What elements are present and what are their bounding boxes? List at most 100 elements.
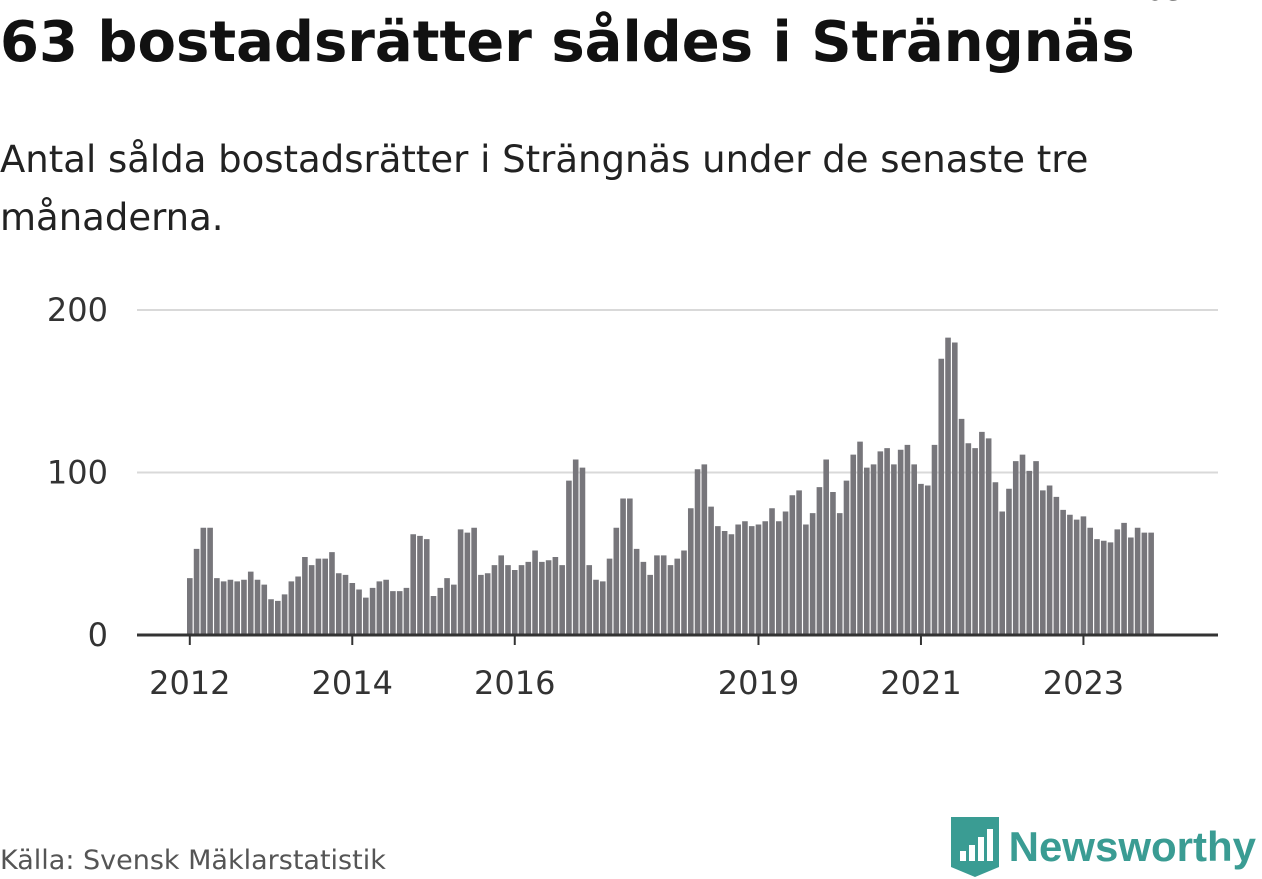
bar bbox=[633, 548, 640, 636]
bar bbox=[775, 521, 782, 635]
bar bbox=[613, 527, 620, 635]
x-tick-label: 2016 bbox=[474, 664, 555, 702]
bar bbox=[572, 459, 579, 635]
bar bbox=[654, 555, 660, 636]
bar bbox=[660, 555, 667, 636]
bar bbox=[836, 513, 843, 636]
bar bbox=[857, 441, 863, 636]
bar bbox=[924, 485, 931, 635]
bar bbox=[390, 591, 396, 636]
bar bbox=[430, 596, 437, 635]
bar bbox=[701, 464, 708, 636]
bar bbox=[728, 534, 735, 635]
bar bbox=[985, 438, 992, 636]
bar bbox=[979, 431, 985, 636]
bar bbox=[938, 358, 945, 635]
bar bbox=[1094, 539, 1100, 636]
bars bbox=[187, 337, 1154, 636]
bar bbox=[870, 464, 877, 636]
bar bbox=[694, 469, 701, 635]
bar bbox=[295, 576, 301, 635]
bar bbox=[484, 573, 491, 635]
bar bbox=[715, 526, 721, 636]
bar bbox=[586, 565, 593, 636]
bar bbox=[396, 591, 403, 636]
bar bbox=[566, 480, 572, 636]
bar bbox=[207, 527, 213, 635]
bar bbox=[315, 558, 322, 636]
bar bbox=[532, 550, 538, 635]
bar bbox=[241, 579, 247, 635]
bar bbox=[505, 565, 511, 636]
bar bbox=[518, 565, 525, 636]
bar bbox=[897, 449, 904, 635]
bar bbox=[769, 508, 775, 635]
bar bbox=[464, 532, 471, 636]
bar bbox=[335, 573, 342, 635]
bar bbox=[1073, 519, 1080, 636]
bar bbox=[918, 483, 924, 636]
bar bbox=[1080, 516, 1087, 636]
bar bbox=[803, 524, 809, 635]
bar bbox=[830, 492, 836, 635]
bar bbox=[383, 579, 389, 635]
bar bbox=[322, 558, 328, 636]
bar bbox=[268, 599, 274, 635]
bar bbox=[1100, 540, 1107, 635]
x-tick-label: 2023 bbox=[1043, 664, 1124, 702]
bar bbox=[356, 589, 362, 635]
bar bbox=[1148, 532, 1154, 636]
x-tick-label: 2012 bbox=[149, 664, 230, 702]
bar bbox=[410, 534, 417, 635]
bar bbox=[620, 498, 626, 635]
bar bbox=[254, 579, 261, 635]
bar-chart: 0 100 200 2012 2014 2016 2019 2021 2023 63 bbox=[47, 0, 1218, 702]
x-tick-label: 2019 bbox=[718, 664, 799, 702]
bar bbox=[376, 581, 383, 636]
bar bbox=[972, 448, 978, 636]
bar bbox=[816, 487, 823, 636]
bar bbox=[1087, 527, 1094, 635]
bar bbox=[457, 529, 464, 636]
bar bbox=[363, 597, 369, 636]
bar bbox=[1046, 485, 1053, 635]
bar bbox=[823, 459, 829, 635]
bar bbox=[931, 444, 938, 636]
bar bbox=[478, 574, 484, 636]
bar bbox=[796, 490, 802, 636]
bar bbox=[227, 579, 234, 635]
bar bbox=[843, 480, 850, 636]
bar bbox=[275, 600, 281, 636]
page-title: 63 bostadsrätter såldes i Strängnäs bbox=[0, 10, 1135, 75]
bar bbox=[342, 574, 349, 636]
bar bbox=[965, 443, 972, 635]
x-tick-label: 2021 bbox=[880, 664, 961, 702]
bar bbox=[1006, 488, 1012, 635]
bar bbox=[640, 561, 647, 636]
bar bbox=[755, 524, 762, 635]
bar bbox=[545, 560, 552, 635]
source-note: Källa: Svensk Mäklarstatistik bbox=[0, 845, 386, 876]
bar bbox=[288, 581, 295, 636]
bar bbox=[1019, 454, 1026, 636]
chart-subtitle: Antal sålda bostadsrätter i Strängnäs un… bbox=[0, 138, 1089, 239]
bar bbox=[261, 584, 268, 636]
bar bbox=[559, 565, 565, 636]
bar bbox=[308, 565, 315, 636]
bar bbox=[1033, 461, 1039, 636]
bar bbox=[423, 539, 430, 636]
bar bbox=[735, 524, 741, 635]
bar bbox=[234, 581, 240, 636]
bar bbox=[187, 578, 193, 636]
bar bbox=[742, 521, 748, 635]
bar bbox=[200, 527, 207, 635]
bar bbox=[349, 583, 356, 635]
bar bbox=[329, 552, 335, 636]
bar bbox=[864, 467, 870, 636]
bar bbox=[403, 587, 410, 636]
bar bbox=[627, 498, 633, 635]
bar bbox=[1060, 509, 1066, 636]
y-tick-label: 100 bbox=[47, 454, 108, 492]
bar bbox=[762, 521, 769, 635]
gridlines bbox=[137, 309, 1218, 474]
